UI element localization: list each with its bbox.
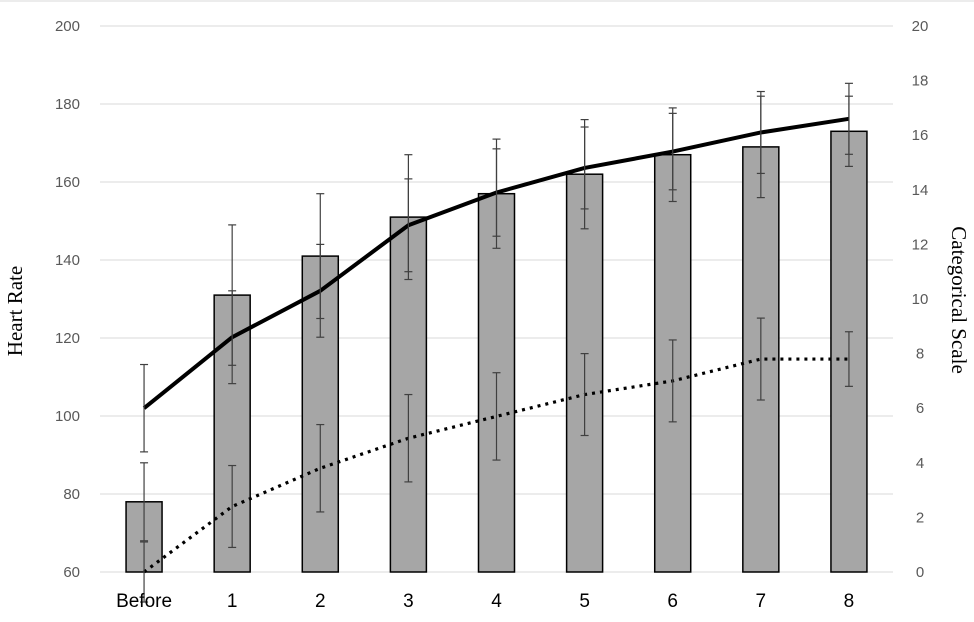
x-tick-label-4: 4 — [491, 591, 502, 612]
x-tick-label-0: Before — [116, 591, 172, 612]
x-tick-label-5: 5 — [579, 591, 590, 612]
right-tick-label-4: 8 — [916, 346, 924, 363]
right-tick-label-5: 10 — [912, 291, 929, 308]
line-1-error-2 — [316, 243, 325, 338]
right-tick-label-2: 4 — [916, 455, 924, 472]
line-1-error-6 — [668, 112, 677, 191]
line-1-error-1 — [228, 290, 237, 385]
left-tick-label-2: 100 — [55, 408, 80, 425]
line-1-error-5 — [580, 126, 589, 210]
y-axis-left-title: Heart Rate — [3, 266, 27, 356]
x-axis-ticks: Before 1 2 3 4 5 6 7 8 — [116, 591, 854, 612]
x-tick-label-2: 2 — [315, 591, 326, 612]
line-2-error-4 — [492, 372, 501, 461]
line-2-error-3 — [404, 393, 413, 483]
x-tick-label-1: 1 — [227, 591, 238, 612]
line-1-error-8 — [844, 82, 853, 155]
x-tick-label-7: 7 — [756, 591, 767, 612]
left-tick-label-3: 120 — [55, 330, 80, 347]
left-tick-label-4: 140 — [55, 252, 80, 269]
right-tick-label-9: 18 — [912, 73, 929, 90]
right-tick-label-6: 12 — [912, 236, 929, 253]
line-2-error-6 — [668, 339, 677, 423]
right-tick-label-0: 0 — [916, 564, 924, 581]
right-tick-label-10: 20 — [912, 18, 929, 35]
line-2-error-8 — [844, 331, 853, 387]
line-1-error-4 — [492, 148, 501, 237]
left-tick-label-5: 160 — [55, 174, 80, 191]
line-2-error-1 — [228, 464, 237, 549]
left-axis-ticks: 60 80 100 120 140 160 180 200 — [55, 18, 80, 581]
left-tick-label-7: 200 — [55, 18, 80, 35]
line-2-error-0 — [140, 541, 149, 603]
right-tick-label-7: 14 — [912, 182, 929, 199]
bar-error-0 — [140, 462, 149, 542]
line-1-error-0 — [140, 363, 149, 453]
left-tick-label-1: 80 — [63, 486, 80, 503]
right-tick-label-3: 6 — [916, 400, 924, 417]
x-tick-label-8: 8 — [844, 591, 855, 612]
left-tick-label-0: 60 — [63, 564, 80, 581]
right-tick-label-8: 16 — [912, 127, 929, 144]
x-tick-label-6: 6 — [667, 591, 678, 612]
line-1-error-7 — [756, 90, 765, 175]
line-2-error-5 — [580, 353, 589, 437]
line-2-error-2 — [316, 423, 325, 513]
line-series — [140, 82, 853, 603]
left-tick-label-6: 180 — [55, 96, 80, 113]
right-axis-ticks: 0 2 4 6 8 10 12 14 16 18 20 — [912, 18, 929, 581]
y-axis-right-title: Categorical Scale — [947, 226, 971, 374]
line-1-error-3 — [404, 178, 413, 273]
line-2-error-7 — [756, 317, 765, 401]
x-tick-label-3: 3 — [403, 591, 414, 612]
right-tick-label-1: 2 — [916, 509, 924, 526]
